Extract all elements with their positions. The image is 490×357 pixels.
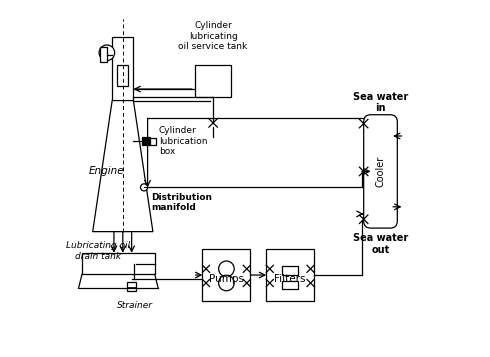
Bar bbox=[127, 282, 136, 291]
Bar bbox=[82, 253, 155, 274]
Text: Sea water
in: Sea water in bbox=[353, 91, 408, 113]
Polygon shape bbox=[93, 101, 153, 232]
Text: Cylinder
lubricating
oil service tank: Cylinder lubricating oil service tank bbox=[178, 21, 248, 51]
Circle shape bbox=[141, 184, 147, 191]
Bar bbox=[100, 47, 107, 62]
Bar bbox=[196, 65, 231, 97]
Circle shape bbox=[219, 261, 234, 277]
Bar bbox=[150, 139, 156, 145]
Circle shape bbox=[99, 45, 115, 61]
Bar bbox=[282, 266, 298, 275]
Bar bbox=[282, 281, 298, 289]
Text: Engine: Engine bbox=[89, 166, 124, 176]
Text: Distribution
manifold: Distribution manifold bbox=[151, 193, 212, 212]
Text: Lubricating oil
drain tank: Lubricating oil drain tank bbox=[66, 241, 130, 261]
Bar bbox=[142, 137, 150, 145]
Circle shape bbox=[219, 275, 234, 291]
Bar bbox=[112, 37, 133, 101]
Text: Pumps: Pumps bbox=[209, 273, 244, 283]
FancyBboxPatch shape bbox=[364, 115, 397, 228]
Bar bbox=[118, 65, 128, 86]
Text: Sea water
out: Sea water out bbox=[353, 233, 408, 255]
Bar bbox=[266, 249, 314, 301]
Text: Strainer: Strainer bbox=[117, 301, 153, 310]
Text: Cylinder
lubrication
box: Cylinder lubrication box bbox=[159, 126, 207, 156]
Text: Cooler: Cooler bbox=[375, 156, 386, 187]
Bar bbox=[202, 249, 250, 301]
Text: Filters: Filters bbox=[274, 273, 306, 283]
